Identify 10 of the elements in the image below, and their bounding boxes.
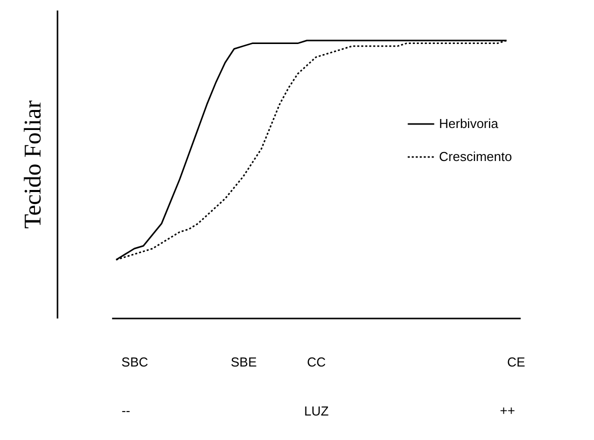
x-tick-label: SBE (230, 354, 258, 370)
text: ++ (500, 403, 516, 418)
legend-label: Herbivoria (439, 116, 500, 131)
x-tick-label: CE (507, 354, 526, 370)
legend-label: Crescimento (439, 149, 512, 164)
text: -- (122, 403, 130, 418)
y-axis-title: Tecido Foliar (20, 100, 46, 229)
x-tick-label: SBC (121, 354, 148, 370)
x-axis-title: LUZ (304, 404, 329, 418)
x-tick-label: CC (307, 354, 326, 370)
